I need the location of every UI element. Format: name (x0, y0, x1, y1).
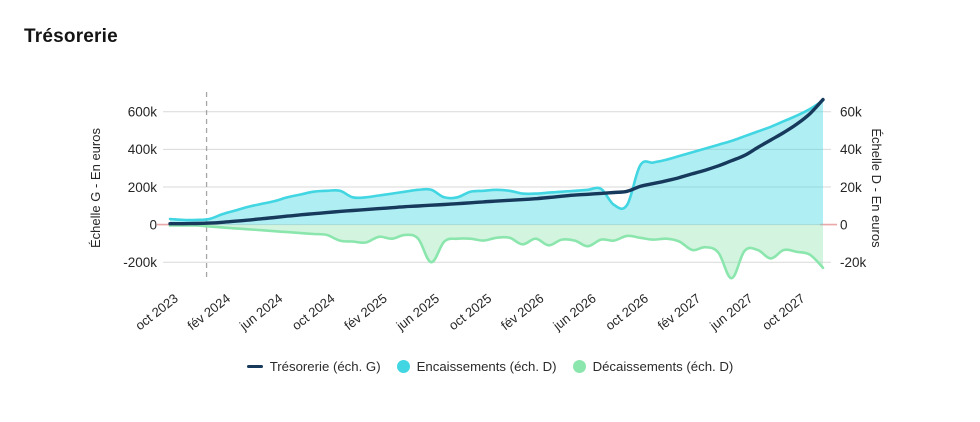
x-axis-tick-label: jun 2025 (393, 291, 442, 334)
decaissements-dot-marker-icon (572, 360, 586, 373)
encaissements-curve (168, 99, 825, 222)
legend-item-tresorerie[interactable]: Trésorerie (éch. G) (246, 359, 381, 374)
left-axis-tick-label: 0 (149, 217, 157, 232)
left-axis-tick-label: 600k (128, 105, 158, 120)
tresorerie-line-marker-icon (246, 364, 263, 369)
x-axis-tick-label: oct 2025 (446, 291, 495, 334)
right-axis-title: Échelle D - En euros (869, 128, 884, 248)
legend-item-decaissements[interactable]: Décaissements (éch. D) (572, 359, 734, 374)
x-axis-tick-label: jun 2026 (549, 291, 598, 334)
x-axis-tick-label: oct 2027 (759, 291, 808, 334)
tresorerie-line (168, 97, 825, 226)
x-axis-tick-label: jun 2024 (236, 291, 285, 334)
legend-label-decaissements: Décaissements (éch. D) (592, 359, 734, 374)
x-axis-tick-label: fév 2026 (498, 291, 547, 334)
page-title: Trésorerie (24, 26, 118, 47)
x-axis-tick-label: fév 2025 (341, 291, 390, 334)
x-axis-tick-label: oct 2026 (602, 291, 651, 334)
chart-legend: Trésorerie (éch. G) Encaissements (éch. … (0, 359, 980, 374)
right-axis-tick-label: 40k (840, 142, 862, 157)
legend-label-encaissements: Encaissements (éch. D) (416, 359, 557, 374)
x-axis-tick-label: fév 2024 (185, 291, 234, 334)
x-axis-tick-label: fév 2027 (655, 291, 704, 334)
left-axis-tick-label: -200k (123, 255, 157, 270)
encaissements-dot-marker-icon (396, 360, 410, 373)
left-axis-tick-label: 200k (128, 180, 158, 195)
left-axis-title: Échelle G - En euros (88, 128, 103, 248)
x-axis-tick-label: jun 2027 (706, 291, 755, 334)
right-axis-tick-label: 0 (840, 217, 848, 232)
right-axis-tick-label: -20k (840, 255, 867, 270)
encaissements-area (170, 100, 823, 225)
legend-item-encaissements[interactable]: Encaissements (éch. D) (396, 359, 557, 374)
legend-label-tresorerie: Trésorerie (éch. G) (269, 359, 381, 374)
x-axis-tick-label: oct 2023 (132, 291, 181, 334)
x-axis-tick-label: oct 2024 (289, 291, 338, 334)
right-axis-tick-label: 20k (840, 180, 862, 195)
left-axis-tick-label: 400k (128, 142, 158, 157)
decaissements-curve (168, 224, 825, 280)
right-axis-tick-label: 60k (840, 105, 862, 120)
